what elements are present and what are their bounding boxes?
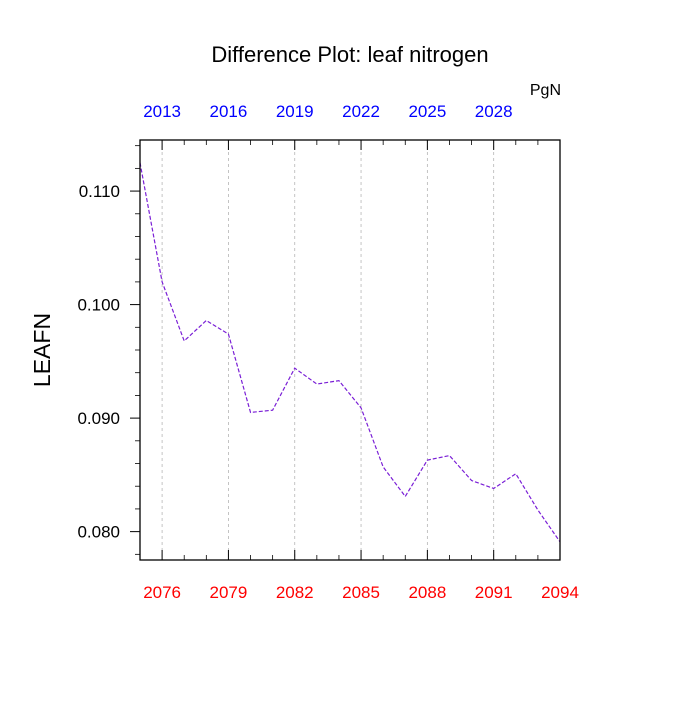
x-bottom-tick-label: 2091 — [475, 583, 513, 602]
x-top-tick-label: 2013 — [143, 102, 181, 121]
plot-frame — [139, 139, 561, 561]
x-bottom-tick-label: 2076 — [143, 583, 181, 602]
x-bottom-tick-label: 2082 — [276, 583, 314, 602]
y-tick-label: 0.100 — [77, 296, 120, 315]
y-tick-label: 0.090 — [77, 409, 120, 428]
x-bottom-tick-label: 2079 — [210, 583, 248, 602]
x-top-tick-label: 2022 — [342, 102, 380, 121]
axes-layer: 2076 2079 2082 2085 2088 2091 2094 2013 2016 2019… — [77, 102, 578, 602]
units-label: PgN — [530, 82, 561, 99]
series-line — [139, 162, 561, 543]
x-top-tick-label: 2016 — [210, 102, 248, 121]
x-bottom-tick-label: 2085 — [342, 583, 380, 602]
x-bottom-tick-label: 2088 — [408, 583, 446, 602]
y-tick-label: 0.080 — [77, 523, 120, 542]
y-tick-label: 0.110 — [79, 182, 120, 201]
x-top-tick-label: 2025 — [408, 102, 446, 121]
series-layer — [139, 162, 561, 543]
x-top-tick-label: 2028 — [475, 102, 513, 121]
x-top-tick-label: 2019 — [276, 102, 314, 121]
grid-lines — [161, 140, 495, 560]
y-axis-title: LEAFN — [29, 313, 55, 387]
x-bottom-tick-label: 2094 — [541, 583, 579, 602]
chart-title: Difference Plot: leaf nitrogen — [211, 42, 488, 67]
